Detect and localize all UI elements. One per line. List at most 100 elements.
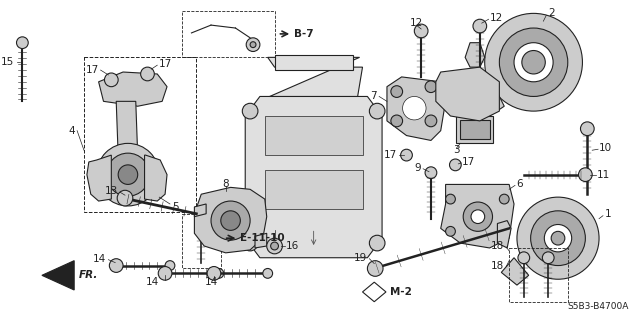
Circle shape xyxy=(271,242,278,250)
Circle shape xyxy=(545,225,572,252)
Circle shape xyxy=(97,143,159,206)
Circle shape xyxy=(425,167,437,179)
Polygon shape xyxy=(255,233,267,248)
Circle shape xyxy=(243,103,258,119)
Circle shape xyxy=(425,81,437,93)
Circle shape xyxy=(367,261,383,276)
Text: 9: 9 xyxy=(415,163,421,173)
Circle shape xyxy=(250,42,256,48)
Polygon shape xyxy=(441,184,514,248)
Circle shape xyxy=(551,231,565,245)
Circle shape xyxy=(579,168,592,182)
Circle shape xyxy=(463,202,493,231)
Text: 12: 12 xyxy=(490,13,503,23)
Circle shape xyxy=(158,267,172,280)
Circle shape xyxy=(499,226,509,236)
Circle shape xyxy=(499,28,568,96)
Text: 2: 2 xyxy=(548,8,555,19)
Bar xyxy=(265,116,362,155)
Circle shape xyxy=(580,122,594,136)
Text: 19: 19 xyxy=(354,253,367,263)
Text: 17: 17 xyxy=(462,157,476,167)
Circle shape xyxy=(499,194,509,204)
Text: FR.: FR. xyxy=(79,270,99,280)
Circle shape xyxy=(518,252,530,263)
Text: 3: 3 xyxy=(453,145,460,155)
Text: 4: 4 xyxy=(68,126,75,136)
Circle shape xyxy=(369,235,385,251)
Text: 14: 14 xyxy=(146,277,159,287)
Circle shape xyxy=(445,194,456,204)
Text: B-7: B-7 xyxy=(294,29,314,39)
Circle shape xyxy=(471,210,484,224)
Circle shape xyxy=(263,269,273,278)
Circle shape xyxy=(165,261,175,271)
Bar xyxy=(265,170,362,209)
Polygon shape xyxy=(195,187,267,253)
Text: 8: 8 xyxy=(222,179,229,189)
Text: S5B3-B4700A: S5B3-B4700A xyxy=(568,302,629,311)
Circle shape xyxy=(109,259,123,272)
Circle shape xyxy=(401,149,412,161)
Circle shape xyxy=(243,235,258,251)
Polygon shape xyxy=(87,155,111,201)
Circle shape xyxy=(484,13,582,111)
Polygon shape xyxy=(116,101,138,162)
Text: 11: 11 xyxy=(597,170,611,180)
Text: 18: 18 xyxy=(491,241,504,251)
Text: 7: 7 xyxy=(371,92,377,101)
Circle shape xyxy=(403,96,426,120)
Polygon shape xyxy=(245,96,382,258)
Bar xyxy=(275,56,353,70)
Text: 13: 13 xyxy=(105,186,118,196)
Text: 5: 5 xyxy=(172,202,179,212)
Bar xyxy=(182,11,275,57)
Polygon shape xyxy=(42,261,74,290)
Text: 14: 14 xyxy=(204,277,218,287)
Text: 17: 17 xyxy=(85,65,99,75)
Polygon shape xyxy=(145,155,167,201)
Circle shape xyxy=(517,197,599,279)
Text: 15: 15 xyxy=(1,57,15,67)
Circle shape xyxy=(117,190,133,206)
Text: 6: 6 xyxy=(516,179,523,189)
Polygon shape xyxy=(195,204,206,217)
Text: 12: 12 xyxy=(410,18,423,28)
Circle shape xyxy=(391,115,403,127)
Bar xyxy=(182,214,221,268)
Polygon shape xyxy=(497,221,511,248)
Bar xyxy=(460,120,490,139)
Circle shape xyxy=(542,252,554,263)
Text: E-11-10: E-11-10 xyxy=(241,233,285,243)
Polygon shape xyxy=(436,67,499,121)
Polygon shape xyxy=(268,57,362,96)
Polygon shape xyxy=(501,258,529,285)
Text: 17: 17 xyxy=(383,150,397,160)
Circle shape xyxy=(211,201,250,240)
Circle shape xyxy=(221,211,241,230)
Circle shape xyxy=(106,153,149,196)
Circle shape xyxy=(141,67,154,81)
Circle shape xyxy=(369,103,385,119)
Text: 16: 16 xyxy=(286,241,300,251)
Text: 14: 14 xyxy=(93,254,106,264)
Circle shape xyxy=(531,211,586,265)
Circle shape xyxy=(391,86,403,97)
Text: 1: 1 xyxy=(605,209,612,219)
Polygon shape xyxy=(465,43,484,67)
Text: 18: 18 xyxy=(491,261,504,271)
Circle shape xyxy=(207,267,221,280)
Circle shape xyxy=(214,269,224,278)
Circle shape xyxy=(17,37,28,48)
Circle shape xyxy=(118,165,138,184)
Circle shape xyxy=(449,159,461,171)
Polygon shape xyxy=(387,77,445,140)
Polygon shape xyxy=(99,72,167,106)
Circle shape xyxy=(104,73,118,87)
Circle shape xyxy=(473,19,486,33)
Bar xyxy=(509,248,568,302)
Circle shape xyxy=(522,50,545,74)
Bar xyxy=(84,57,196,212)
Circle shape xyxy=(514,43,553,82)
Text: 10: 10 xyxy=(599,143,612,153)
